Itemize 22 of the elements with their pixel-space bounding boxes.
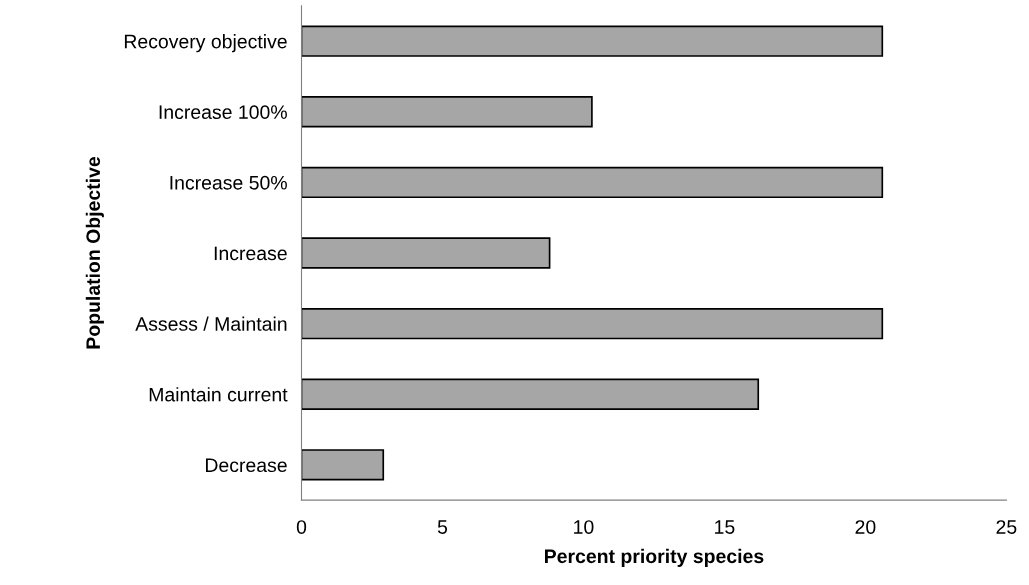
x-tick-label: 0: [296, 520, 307, 534]
bar: [301, 96, 593, 128]
y-tick-label: Decrease: [205, 458, 287, 473]
x-tick-label: 10: [574, 520, 594, 534]
bar: [301, 25, 884, 57]
bar: [301, 237, 551, 269]
bar: [301, 449, 385, 481]
x-tick-label: 20: [855, 520, 876, 534]
bar: [301, 307, 884, 340]
x-tick-label: 15: [715, 520, 735, 534]
y-tick-label: Increase: [214, 246, 287, 261]
x-tick-label: 5: [437, 520, 448, 534]
y-tick-label: Assess / Maintain: [135, 316, 287, 331]
bar: [301, 378, 760, 410]
y-tick-label: Increase 50%: [170, 175, 287, 190]
x-axis-title: Percent priority species: [545, 548, 764, 567]
y-tick-label: Increase 100%: [159, 105, 287, 120]
bar: [301, 166, 884, 199]
x-tick-label: 25: [996, 520, 1017, 534]
y-tick-label: Maintain current: [149, 387, 288, 402]
y-tick-label: Recovery objective: [124, 34, 287, 53]
y-axis-title: Population Objective: [85, 156, 104, 349]
